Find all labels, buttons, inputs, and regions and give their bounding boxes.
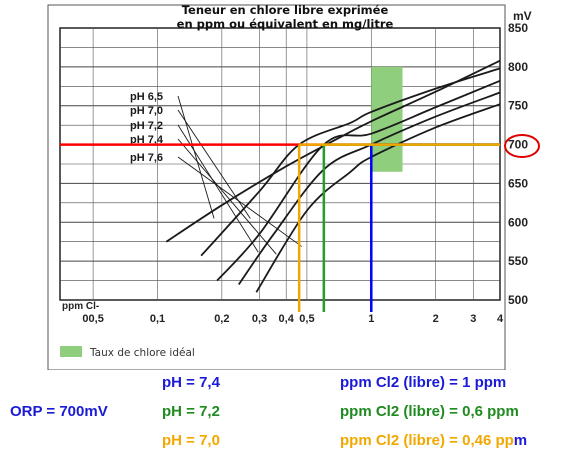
- result-ppm-1: ppm Cl2 (libre) = 1 ppm: [340, 374, 507, 391]
- y-tick-label: 850: [508, 21, 528, 35]
- curve-label-4: pH 7,4: [130, 134, 164, 146]
- legend-swatch: [60, 346, 82, 357]
- chart-title-line2: en ppm ou équivalent en mg/litre: [176, 17, 394, 31]
- y-tick-label: 600: [508, 215, 528, 229]
- result-ppm-3: ppm Cl2 (libre) = 0,46 ppm: [340, 432, 527, 449]
- y-tick-label: 800: [508, 60, 528, 74]
- x-tick-label: 4: [497, 313, 504, 325]
- x-tick-label: 00,5: [82, 313, 103, 325]
- curve-leader-3: [177, 124, 259, 253]
- y-unit-label: mV: [513, 9, 532, 23]
- x-axis-label: ppm Cl-: [62, 301, 99, 312]
- curve-label-2: pH 7,0: [130, 105, 163, 117]
- result-orp: ORP = 700mV: [10, 403, 108, 420]
- curve-label-1: pH 6,5: [130, 91, 163, 103]
- result-ppm-3-tail: m: [513, 432, 528, 449]
- legend-label: Taux de chlore idéal: [89, 347, 195, 359]
- x-tick-label: 0,3: [252, 313, 267, 325]
- result-ph-3: pH = 7,0: [162, 432, 220, 449]
- x-tick-label: 0,5: [299, 313, 314, 325]
- y-tick-label: 500: [508, 293, 528, 307]
- result-ppm-2: ppm Cl2 (libre) = 0,6 ppm: [340, 403, 519, 420]
- highlight-700-circle: [504, 134, 540, 158]
- chlorine-orp-chart: pH 6,5 pH 7,0 pH 7,2 pH 7,4 pH 7,6 850 800 750…: [47, 4, 540, 370]
- x-tick-label: 1: [368, 313, 374, 325]
- x-tick-label: 3: [470, 313, 476, 325]
- curve-leader-5: [177, 156, 302, 247]
- x-tick-label: 0,2: [214, 313, 229, 325]
- curve-label-3: pH 7,2: [130, 120, 163, 132]
- y-tick-label: 550: [508, 254, 528, 268]
- x-tick-label: 0,4: [279, 313, 295, 325]
- curve-ph-5: [255, 103, 501, 293]
- curve-leader-4: [177, 138, 277, 255]
- result-ppm-3-main: ppm Cl2 (libre) = 0,46 pp: [340, 432, 514, 449]
- curve-ph-4: [238, 91, 501, 285]
- y-tick-label: 650: [508, 176, 528, 190]
- x-tick-label: 2: [433, 313, 439, 325]
- chart-title-line1: Teneur en chlore libre exprimée: [181, 3, 389, 17]
- result-ph-1: pH = 7,4: [162, 374, 220, 391]
- curve-leader-1: [177, 95, 215, 219]
- curve-ph-1: [165, 59, 501, 243]
- curve-label-5: pH 7,6: [130, 152, 163, 164]
- result-ph-2: pH = 7,2: [162, 403, 220, 420]
- y-tick-label: 750: [508, 99, 528, 113]
- y-tick-label: 700: [508, 138, 528, 152]
- chart-frame: [47, 4, 506, 370]
- x-tick-label: 0,1: [150, 313, 165, 325]
- curve-ph-2: [200, 67, 501, 257]
